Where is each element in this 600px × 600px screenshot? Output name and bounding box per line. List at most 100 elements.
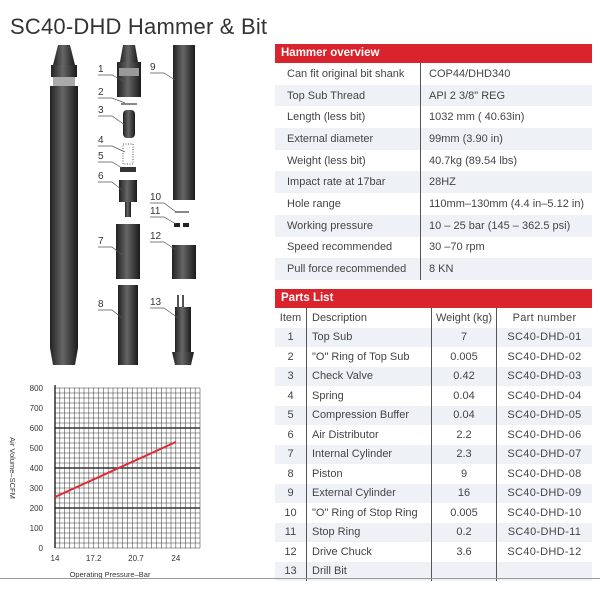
x-tick-label: 24: [171, 554, 180, 563]
parts-row: 5 Compression Buffer 0.04 SC40-DHD-05: [275, 405, 592, 425]
spec-label: Working pressure: [275, 214, 421, 237]
weight: 0.2: [432, 522, 497, 542]
assembled-hammer: [50, 45, 78, 365]
spec-label: Speed recommended: [275, 236, 421, 259]
callout-7: 7: [98, 236, 123, 256]
y-tick-label: 600: [30, 424, 44, 433]
parts-column-2: [172, 45, 196, 365]
svg-text:2: 2: [98, 87, 104, 98]
overview-row: Speed recommended 30 –70 rpm: [275, 236, 592, 259]
callout-5: 5: [98, 151, 123, 169]
y-tick-label: 800: [30, 384, 44, 393]
x-axis-label: Operating Pressure–Bar: [70, 570, 151, 579]
hammer-exploded-diagram: 1 2 3 4 5 6 7 8 9 10 11 12 13: [50, 45, 196, 365]
description: "O" Ring of Top Sub: [307, 347, 432, 367]
svg-text:7: 7: [98, 236, 104, 247]
weight: 0.04: [432, 405, 497, 425]
description: Compression Buffer: [307, 405, 432, 425]
part-number: SC40-DHD-05: [507, 409, 582, 422]
spec-label: Hole range: [275, 193, 421, 215]
part-number: SC40-DHD-07: [507, 448, 582, 461]
spec-value: API 2 3/8" REG: [429, 89, 506, 102]
series-line: [54, 441, 177, 498]
part-number: SC40-DHD-02: [507, 350, 582, 363]
parts-row: 4 Spring 0.04 SC40-DHD-04: [275, 386, 592, 406]
callout-3: 3: [98, 105, 126, 126]
weight: 2.3: [432, 444, 497, 464]
parts-header-row: Item Description Weight (kg) Part number: [275, 308, 592, 328]
overview-row: Top Sub Thread API 2 3/8" REG: [275, 84, 592, 107]
parts-row: 12 Drive Chuck 3.6 SC40-DHD-12: [275, 542, 592, 562]
svg-text:1: 1: [98, 64, 104, 75]
spec-value: 30 –70 rpm: [429, 241, 485, 254]
part-number: SC40-DHD-09: [507, 487, 582, 500]
parts-row: 3 Check Valve 0.42 SC40-DHD-03: [275, 366, 592, 386]
part-number: SC40-DHD-08: [507, 467, 582, 480]
parts-row: 10 "O" Ring of Stop Ring 0.005 SC40-DHD-10: [275, 503, 592, 523]
weight: 0.04: [432, 386, 497, 406]
weight: 0.42: [432, 366, 497, 386]
item-number: 10: [275, 503, 307, 523]
svg-text:5: 5: [98, 151, 104, 162]
overview-row: Pull force recommended 8 KN: [275, 258, 592, 280]
callout-6: 6: [98, 171, 123, 191]
overview-row: Impact rate at 17bar 28HZ: [275, 171, 592, 194]
item-number: 6: [275, 425, 307, 445]
spec-label: Top Sub Thread: [275, 84, 421, 107]
x-tick-label: 20.7: [128, 554, 144, 563]
spec-label: Weight (less bit): [275, 149, 421, 172]
description: Check Valve: [307, 366, 432, 386]
y-tick-label: 200: [30, 504, 44, 513]
part-number: SC40-DHD-10: [507, 506, 582, 519]
description: Top Sub: [307, 327, 432, 347]
item-number: 8: [275, 464, 307, 484]
parts-row: 1 Top Sub 7 SC40-DHD-01: [275, 327, 592, 347]
spec-value: 110mm–130mm (4.4 in–5.12 in): [429, 197, 585, 210]
weight: [432, 561, 497, 581]
overview-row: Hole range 110mm–130mm (4.4 in–5.12 in): [275, 193, 592, 215]
spec-label: Length (less bit): [275, 106, 421, 129]
y-tick-label: 400: [30, 464, 44, 473]
description: "O" Ring of Stop Ring: [307, 503, 432, 523]
parts-row: 11 Stop Ring 0.2 SC40-DHD-11: [275, 522, 592, 542]
overview-row: External diameter 99mm (3.90 in): [275, 128, 592, 150]
overview-row: Can fit original bit shank COP44/DHD340: [275, 63, 592, 85]
y-tick-label: 700: [30, 404, 44, 413]
column-header-weight: Weight (kg): [432, 308, 497, 328]
weight: 0.005: [432, 503, 497, 523]
spec-value: 40.7kg (89.54 lbs): [429, 154, 518, 167]
svg-text:4: 4: [98, 135, 104, 146]
parts-list-heading: Parts List: [275, 289, 592, 308]
part-number: SC40-DHD-04: [507, 389, 582, 402]
item-number: 11: [275, 522, 307, 542]
page-title: SC40-DHD Hammer & Bit: [10, 14, 268, 39]
part-number: SC40-DHD-06: [507, 428, 582, 441]
description: Drill Bit: [307, 561, 432, 581]
weight: 9: [432, 464, 497, 484]
spec-value: 99mm (3.90 in): [429, 132, 503, 145]
spec-value: 1032 mm ( 40.63in): [429, 111, 525, 124]
overview-row: Length (less bit) 1032 mm ( 40.63in): [275, 106, 592, 129]
column-header-item: Item: [275, 308, 307, 328]
overview-row: Weight (less bit) 40.7kg (89.54 lbs): [275, 149, 592, 172]
item-number: 5: [275, 405, 307, 425]
svg-text:6: 6: [98, 171, 104, 182]
weight: 0.005: [432, 347, 497, 367]
parts-row: 8 Piston 9 SC40-DHD-08: [275, 464, 592, 484]
svg-text:13: 13: [150, 297, 162, 308]
description: Spring: [307, 386, 432, 406]
column-header-part-number: Part number: [512, 311, 577, 324]
description: Piston: [307, 464, 432, 484]
weight: 7: [432, 327, 497, 347]
parts-row: 6 Air Distributor 2.2 SC40-DHD-06: [275, 425, 592, 445]
item-number: 1: [275, 327, 307, 347]
item-number: 2: [275, 347, 307, 367]
x-tick-label: 17.2: [86, 554, 102, 563]
part-number: SC40-DHD-11: [507, 526, 582, 539]
description: Air Distributor: [307, 425, 432, 445]
item-number: 12: [275, 542, 307, 562]
y-axis-label: Air Volume–SCFM: [8, 437, 17, 499]
spec-value: 10 – 25 bar (145 – 362.5 psi): [429, 219, 571, 232]
callout-1: 1: [98, 64, 126, 83]
divider: [0, 578, 600, 579]
